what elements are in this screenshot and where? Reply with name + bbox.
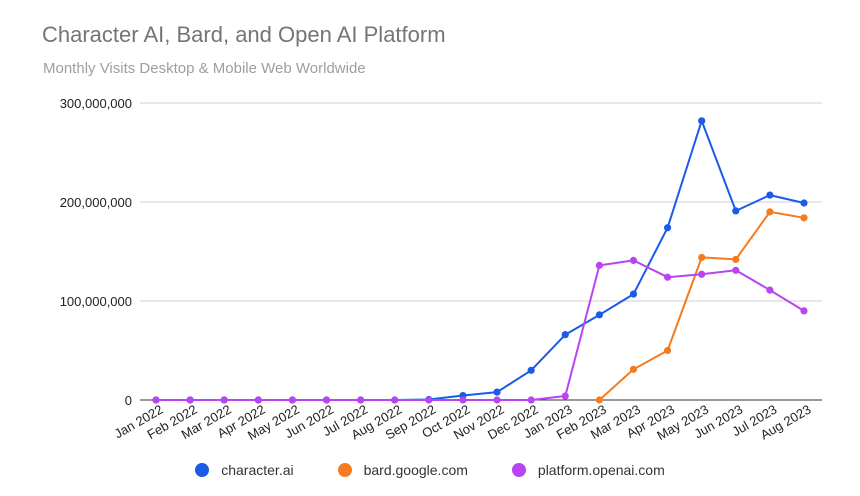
series-line-platform.openai.com [156,259,805,401]
data-point-bard.google.com [800,214,808,222]
data-point-character.ai [629,290,638,298]
data-point-bard.google.com [698,253,706,262]
legend-marker [195,463,210,477]
legend-label: character.ai [221,462,294,478]
data-point-platform.openai.com [766,286,774,294]
data-point-bard.google.com [766,208,774,216]
data-point-bard.google.com [629,365,638,373]
y-tick-label: 300,000,000 [60,96,132,111]
data-point-character.ai [663,224,672,232]
data-point-platform.openai.com [561,392,569,400]
data-point-platform.openai.com [459,396,467,404]
data-point-platform.openai.com [186,396,194,404]
data-point-bard.google.com [663,346,672,355]
y-tick-label: 0 [125,393,132,408]
data-point-platform.openai.com [800,307,808,315]
chart-subtitle: Monthly Visits Desktop & Mobile Web Worl… [43,60,366,77]
data-point-platform.openai.com [357,396,365,404]
legend-item: bard.google.com [337,462,468,478]
data-point-platform.openai.com [493,396,501,404]
series-line-character.ai [156,119,805,401]
data-point-platform.openai.com [698,270,706,278]
data-point-platform.openai.com [391,396,399,404]
legend-marker [511,463,526,477]
series-line-bard.google.com [598,210,805,401]
data-point-platform.openai.com [322,396,331,404]
data-point-platform.openai.com [254,396,262,404]
data-point-platform.openai.com [425,396,433,404]
data-point-platform.openai.com [220,396,228,404]
data-point-bard.google.com [595,396,603,404]
data-point-character.ai [561,331,569,339]
y-tick-label: 100,000,000 [60,294,132,309]
data-point-character.ai [766,191,774,199]
legend-label: platform.openai.com [537,462,665,478]
legend-marker [337,463,352,477]
chart-legend: character.ai bard.google.com platform.open… [0,462,860,478]
data-point-bard.google.com [732,255,740,264]
data-point-character.ai [493,388,501,396]
legend-item: character.ai [195,462,294,478]
data-point-platform.openai.com [629,256,638,265]
data-point-character.ai [527,366,535,374]
y-tick-label: 200,000,000 [60,195,132,210]
data-point-platform.openai.com [527,396,535,404]
legend-label: bard.google.com [363,462,468,478]
legend-item: platform.openai.com [511,462,665,478]
data-point-character.ai [595,311,603,319]
data-point-platform.openai.com [663,273,672,281]
data-point-character.ai [698,117,706,125]
data-point-character.ai [732,207,740,215]
data-point-platform.openai.com [288,396,297,404]
chart-title: Character AI, Bard, and Open AI Platform [42,22,446,47]
data-point-platform.openai.com [595,261,603,269]
data-point-platform.openai.com [732,266,740,274]
data-point-character.ai [800,199,808,207]
data-point-platform.openai.com [152,396,160,404]
